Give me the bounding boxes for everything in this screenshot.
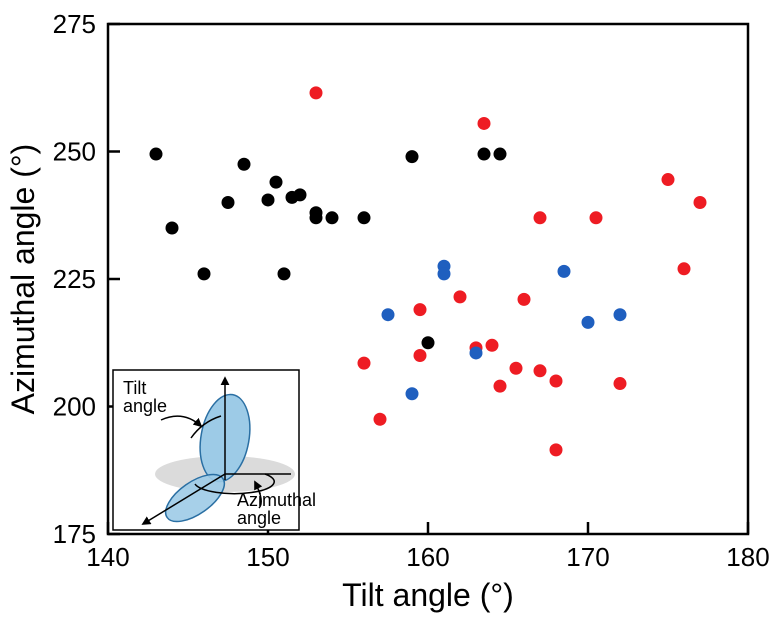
x-axis-label: Tilt angle (°) xyxy=(342,577,514,613)
data-point xyxy=(406,387,419,400)
data-point xyxy=(590,211,603,224)
y-axis-label: Azimuthal angle (°) xyxy=(5,144,41,415)
data-point xyxy=(150,148,163,161)
data-point xyxy=(534,211,547,224)
data-point xyxy=(262,193,275,206)
data-point xyxy=(238,158,251,171)
data-point xyxy=(422,336,435,349)
data-point xyxy=(614,377,627,390)
y-tick-label: 225 xyxy=(53,264,96,294)
x-tick-label: 180 xyxy=(726,542,769,572)
data-point xyxy=(550,443,563,456)
data-point xyxy=(270,176,283,189)
y-tick-label: 275 xyxy=(53,9,96,39)
data-point xyxy=(510,362,523,375)
data-point xyxy=(358,357,371,370)
data-point xyxy=(310,211,323,224)
data-point xyxy=(478,117,491,130)
data-point xyxy=(166,222,179,235)
data-point xyxy=(294,188,307,201)
y-tick-label: 200 xyxy=(53,392,96,422)
data-point xyxy=(406,150,419,163)
inset-tilt-label: angle xyxy=(123,396,167,416)
data-point xyxy=(694,196,707,209)
data-point xyxy=(414,303,427,316)
data-point xyxy=(438,267,451,280)
data-point xyxy=(326,211,339,224)
data-point xyxy=(550,375,563,388)
data-point xyxy=(414,349,427,362)
data-point xyxy=(662,173,675,186)
data-point xyxy=(358,211,371,224)
y-tick-label: 250 xyxy=(53,137,96,167)
data-point xyxy=(454,290,467,303)
data-point xyxy=(494,148,507,161)
chart-svg: 140150160170180175200225250275Tilt angle… xyxy=(0,0,779,632)
data-point xyxy=(534,364,547,377)
inset-diagram: TiltangleAzimuthalangle xyxy=(113,370,316,531)
x-tick-label: 170 xyxy=(566,542,609,572)
data-point xyxy=(582,316,595,329)
data-point xyxy=(222,196,235,209)
data-point xyxy=(614,308,627,321)
data-point xyxy=(518,293,531,306)
data-point xyxy=(382,308,395,321)
data-point xyxy=(198,267,211,280)
inset-tilt-label: Tilt xyxy=(123,378,146,398)
data-point xyxy=(374,413,387,426)
data-point xyxy=(478,148,491,161)
data-point xyxy=(470,346,483,359)
x-tick-label: 160 xyxy=(406,542,449,572)
data-point xyxy=(310,86,323,99)
y-tick-label: 175 xyxy=(53,519,96,549)
data-point xyxy=(558,265,571,278)
data-point xyxy=(486,339,499,352)
data-point xyxy=(278,267,291,280)
data-point xyxy=(494,380,507,393)
data-point xyxy=(678,262,691,275)
inset-azimuth-label: Azimuthal xyxy=(237,490,316,510)
inset-azimuth-label: angle xyxy=(237,508,281,528)
x-tick-label: 150 xyxy=(246,542,289,572)
scatter-chart: 140150160170180175200225250275Tilt angle… xyxy=(0,0,779,632)
